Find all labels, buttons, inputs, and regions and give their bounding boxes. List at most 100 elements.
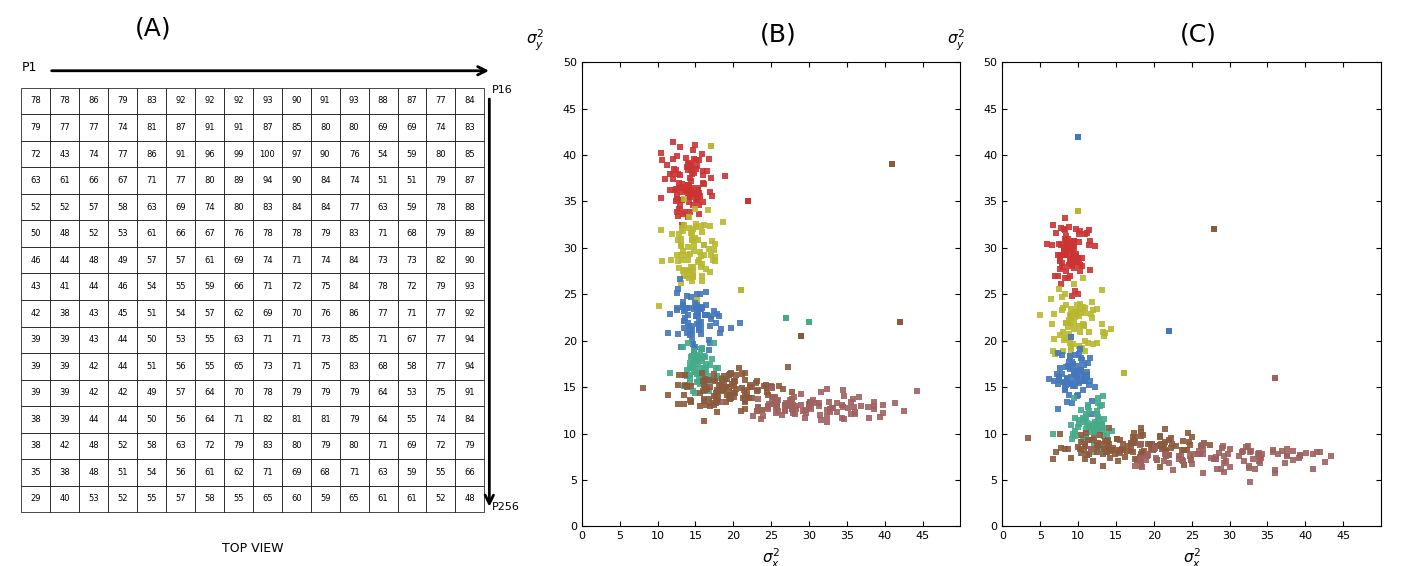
- Text: 82: 82: [262, 415, 273, 424]
- Point: [780, 396, 802, 405]
- Point: [1199, 440, 1221, 449]
- Point: [686, 311, 708, 320]
- Point: [694, 383, 716, 392]
- Point: [1064, 367, 1087, 376]
- Point: [1088, 415, 1110, 424]
- Point: [690, 262, 712, 271]
- Point: [683, 272, 705, 281]
- Text: 83: 83: [262, 203, 273, 212]
- Point: [649, 148, 672, 157]
- Bar: [311, 114, 339, 141]
- Point: [1049, 256, 1071, 265]
- Point: [1054, 249, 1077, 258]
- Point: [1050, 293, 1073, 302]
- Point: [686, 319, 708, 328]
- Point: [1061, 357, 1084, 366]
- Point: [680, 160, 702, 169]
- Point: [1081, 423, 1103, 432]
- Text: $\sigma_y^2$: $\sigma_y^2$: [946, 28, 965, 53]
- Point: [785, 401, 808, 410]
- Bar: [108, 459, 137, 486]
- Bar: [195, 406, 224, 432]
- Point: [1145, 441, 1168, 451]
- Bar: [108, 406, 137, 432]
- Point: [656, 160, 679, 169]
- Point: [687, 372, 709, 381]
- Bar: [426, 353, 456, 380]
- Point: [757, 404, 780, 413]
- Text: 81: 81: [146, 123, 157, 132]
- Bar: [195, 327, 224, 353]
- Text: 52: 52: [60, 203, 70, 212]
- Text: 97: 97: [292, 149, 301, 158]
- Point: [735, 375, 757, 384]
- Point: [701, 192, 723, 201]
- Point: [1068, 230, 1091, 239]
- Point: [1063, 319, 1085, 328]
- Point: [687, 302, 709, 311]
- Point: [764, 393, 787, 402]
- Point: [680, 263, 702, 272]
- Point: [1081, 314, 1103, 323]
- Text: 71: 71: [262, 335, 273, 344]
- Point: [695, 359, 718, 368]
- Point: [691, 259, 714, 268]
- Text: 71: 71: [377, 229, 388, 238]
- Point: [1063, 324, 1085, 333]
- Text: 48: 48: [464, 495, 475, 504]
- Point: [1067, 423, 1089, 432]
- Point: [756, 380, 778, 389]
- Text: 78: 78: [59, 96, 70, 105]
- Point: [799, 404, 822, 413]
- Text: 44: 44: [118, 335, 128, 344]
- Text: 78: 78: [31, 96, 41, 105]
- Point: [677, 181, 700, 190]
- Bar: [165, 432, 195, 459]
- Point: [1071, 414, 1094, 423]
- Point: [687, 258, 709, 267]
- Point: [819, 397, 841, 406]
- Bar: [21, 168, 50, 194]
- Text: 52: 52: [118, 495, 128, 504]
- Point: [889, 318, 911, 327]
- Point: [1077, 436, 1099, 445]
- Bar: [165, 486, 195, 512]
- Point: [700, 187, 722, 196]
- Bar: [398, 380, 426, 406]
- Text: 92: 92: [175, 96, 186, 105]
- Point: [1137, 451, 1159, 460]
- Point: [666, 194, 688, 203]
- Point: [1053, 381, 1075, 391]
- Point: [1057, 245, 1080, 254]
- Point: [1106, 435, 1129, 444]
- Text: (C): (C): [1180, 23, 1217, 46]
- Point: [1095, 447, 1117, 456]
- Bar: [398, 220, 426, 247]
- Bar: [426, 406, 456, 432]
- Point: [1103, 445, 1126, 454]
- Point: [695, 301, 718, 310]
- Point: [1246, 449, 1269, 458]
- Point: [831, 403, 854, 412]
- Bar: [369, 327, 398, 353]
- Bar: [108, 353, 137, 380]
- Text: 61: 61: [377, 495, 388, 504]
- Point: [1091, 421, 1113, 430]
- Point: [1075, 370, 1098, 379]
- Bar: [252, 168, 282, 194]
- Point: [672, 246, 694, 255]
- Point: [1237, 441, 1259, 451]
- Text: 69: 69: [407, 123, 418, 132]
- Text: 77: 77: [436, 335, 446, 344]
- Point: [1119, 445, 1141, 454]
- Point: [677, 184, 700, 193]
- Point: [707, 393, 729, 402]
- Point: [880, 160, 903, 169]
- Point: [1186, 450, 1209, 459]
- Point: [686, 312, 708, 321]
- Point: [1078, 241, 1101, 250]
- Point: [1130, 454, 1152, 463]
- Point: [746, 406, 768, 415]
- Point: [1066, 374, 1088, 383]
- Bar: [282, 486, 311, 512]
